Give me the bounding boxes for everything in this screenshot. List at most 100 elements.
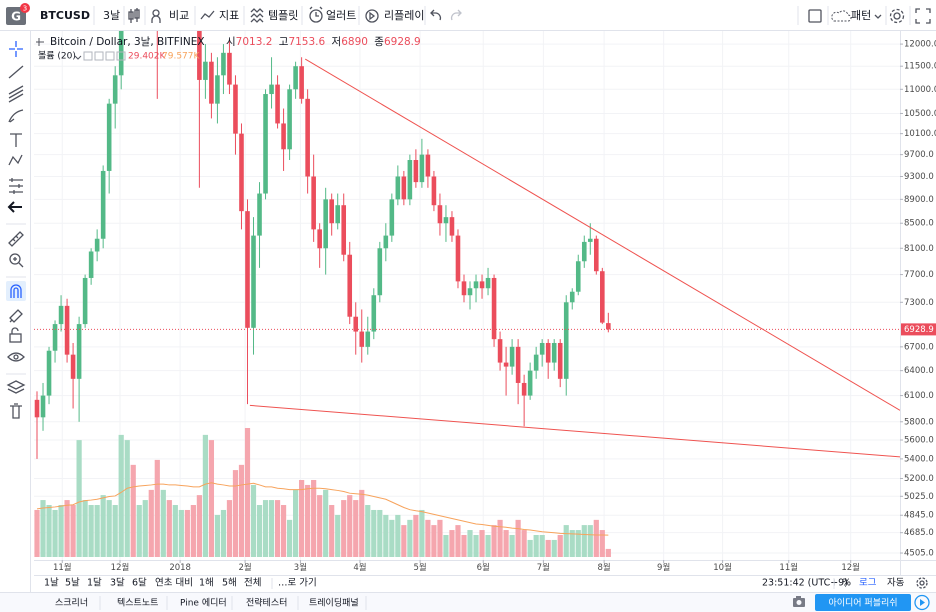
compare-icon[interactable] bbox=[151, 9, 161, 23]
volume-bar bbox=[106, 500, 112, 557]
volume-bar bbox=[34, 509, 40, 557]
x-tick-label: 5월 bbox=[413, 562, 426, 573]
tab[interactable]: 트레이딩패널 bbox=[309, 598, 359, 609]
replay[interactable]: 리플레이 bbox=[384, 9, 424, 22]
candle-body bbox=[293, 66, 298, 90]
volume-bar bbox=[166, 500, 172, 557]
auto-toggle[interactable]: 자동 bbox=[887, 578, 905, 589]
candle-body bbox=[449, 217, 455, 236]
publish-play[interactable] bbox=[914, 594, 930, 611]
brush-tool[interactable] bbox=[8, 109, 24, 123]
layers-tool[interactable] bbox=[6, 380, 26, 394]
back-tool[interactable] bbox=[7, 201, 22, 213]
volume-bar bbox=[196, 495, 202, 557]
range[interactable]: 3달 bbox=[110, 577, 125, 589]
indicators[interactable]: 지표 bbox=[219, 9, 239, 22]
trendline-tool[interactable] bbox=[8, 65, 24, 79]
volume-hide[interactable] bbox=[83, 51, 93, 61]
candle-body bbox=[485, 277, 491, 289]
snapshot-icon[interactable] bbox=[793, 596, 805, 607]
volume-more[interactable] bbox=[116, 51, 126, 61]
candle-body bbox=[347, 254, 353, 317]
visibility-tool[interactable] bbox=[7, 352, 25, 362]
settings-icon[interactable] bbox=[889, 8, 905, 24]
volume-bar bbox=[178, 509, 184, 557]
lock-tool[interactable] bbox=[9, 327, 22, 343]
pattern-tool[interactable] bbox=[8, 154, 23, 166]
range[interactable]: 연초 대비 bbox=[155, 578, 193, 589]
volume-bar bbox=[329, 505, 335, 557]
candle-body bbox=[527, 370, 533, 396]
range[interactable]: 전체 bbox=[244, 578, 261, 589]
fullscreen-icon[interactable] bbox=[915, 8, 931, 24]
pattern-icon[interactable] bbox=[831, 10, 852, 22]
symbol-title: Bitcoin / Dollar, 3날, BITFINEX bbox=[50, 36, 205, 48]
candle-body bbox=[575, 261, 581, 292]
trash-tool[interactable] bbox=[10, 403, 22, 419]
pitchfork-tool[interactable] bbox=[8, 85, 24, 103]
bottom-tabs: 스크리너 텍스트노트 Pine 에디터 전략테스터 트레이딩패널 아이디어 퍼블… bbox=[0, 593, 936, 612]
legend-collapse[interactable] bbox=[36, 38, 44, 46]
range[interactable]: 1달 bbox=[87, 577, 102, 589]
chart-style-icon[interactable] bbox=[128, 8, 140, 23]
candle-body bbox=[353, 316, 359, 332]
volume-bar bbox=[557, 534, 563, 557]
axis-settings[interactable] bbox=[916, 577, 928, 589]
candle-body bbox=[557, 342, 563, 379]
publish-text: 아이디어 퍼블리쉬 bbox=[828, 598, 897, 609]
text-tool[interactable] bbox=[10, 133, 22, 147]
undo-icon[interactable] bbox=[430, 9, 442, 21]
templates-icon[interactable] bbox=[250, 8, 264, 23]
pattern[interactable]: 패턴 bbox=[851, 9, 871, 22]
logo[interactable] bbox=[6, 7, 26, 25]
prediction-tool[interactable] bbox=[9, 178, 23, 194]
volume-menu[interactable] bbox=[74, 55, 82, 60]
crosshair-tool[interactable] bbox=[9, 41, 23, 57]
log-toggle[interactable]: 로그 bbox=[859, 578, 877, 589]
volume-bar bbox=[286, 519, 293, 557]
pattern-dropdown[interactable] bbox=[874, 14, 882, 19]
y-tick-label: 8900.0 bbox=[904, 195, 934, 205]
volume-settings[interactable] bbox=[94, 51, 104, 61]
tab[interactable]: Pine 에디터 bbox=[180, 598, 227, 609]
interval[interactable]: 3날 bbox=[103, 9, 120, 22]
symbol[interactable]: BTCUSD bbox=[40, 9, 90, 22]
volume-bar bbox=[214, 514, 221, 557]
range[interactable]: 1날 bbox=[44, 578, 59, 589]
y-tick-label: 5600.0 bbox=[904, 436, 934, 446]
range[interactable]: 1해 bbox=[199, 577, 214, 589]
tab[interactable]: 전략테스터 bbox=[246, 597, 287, 609]
percent-toggle[interactable]: % bbox=[842, 578, 851, 589]
y-tick-label: 5025.0 bbox=[904, 492, 934, 502]
replay-icon[interactable] bbox=[365, 9, 379, 23]
range[interactable]: 6달 bbox=[132, 577, 147, 589]
lock-draw-tool[interactable] bbox=[9, 309, 23, 323]
y-tick-label: 5200.0 bbox=[904, 474, 934, 484]
candle-body bbox=[215, 75, 220, 104]
magnet-tool-bg[interactable] bbox=[6, 281, 26, 301]
publish-button[interactable] bbox=[815, 594, 911, 611]
candle-body bbox=[100, 170, 106, 239]
measure-tool[interactable] bbox=[8, 231, 24, 247]
tab[interactable]: 스크리너 bbox=[55, 598, 88, 609]
x-tick-label: 3월 bbox=[294, 562, 307, 573]
magnet-tool[interactable] bbox=[10, 284, 22, 298]
left-toolbar bbox=[6, 31, 31, 592]
x-tick-label: 10월 bbox=[713, 562, 732, 573]
compare[interactable]: 비교 bbox=[169, 9, 189, 22]
zoom-tool[interactable] bbox=[9, 253, 24, 268]
alerts[interactable]: 얼러트 bbox=[326, 8, 356, 22]
publish-play-arrow bbox=[920, 599, 925, 606]
range[interactable]: 5날 bbox=[65, 578, 80, 589]
range[interactable]: 5해 bbox=[222, 577, 237, 589]
volume-remove[interactable] bbox=[105, 51, 115, 61]
redo-icon[interactable] bbox=[450, 9, 462, 21]
indicators-icon[interactable] bbox=[200, 10, 215, 20]
alerts-icon[interactable] bbox=[309, 6, 323, 23]
layout-icon[interactable] bbox=[808, 9, 822, 23]
templates[interactable]: 템플릿 bbox=[268, 9, 298, 22]
tab[interactable]: 텍스트노트 bbox=[117, 598, 158, 609]
volume-bar bbox=[569, 530, 575, 557]
goto-date[interactable]: …로 가기 bbox=[278, 578, 317, 589]
volume-bar bbox=[184, 509, 190, 557]
